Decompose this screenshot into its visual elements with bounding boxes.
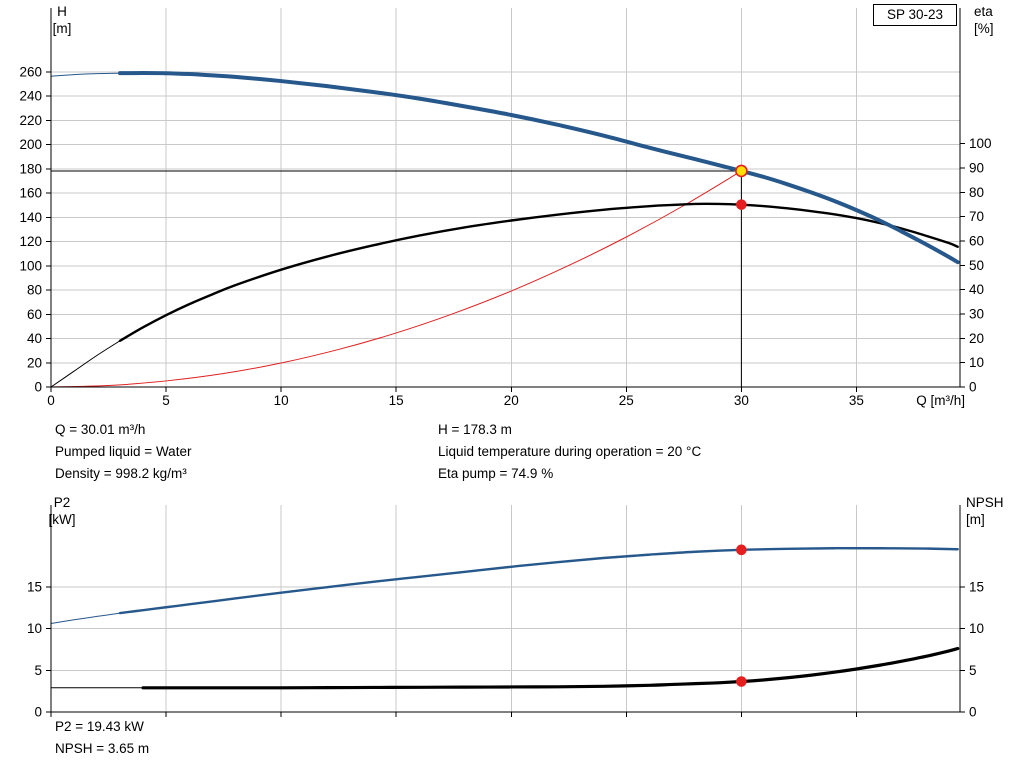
y-right-tick-label: 10	[969, 621, 984, 636]
npsh-curve	[141, 646, 960, 690]
x-tick-label: 30	[734, 393, 749, 408]
p2-curve-lead	[50, 612, 121, 625]
y-left-tick-label: 5	[34, 663, 42, 678]
x-tick-label: 5	[162, 393, 170, 408]
p2-axis-title-line2: [kW]	[48, 512, 76, 527]
y-right-tick-label: 30	[969, 306, 984, 321]
density-value: Density = 998.2 kg/m³	[55, 466, 187, 481]
duty-annotations-col2: H = 178.3 m Liquid temperature during op…	[438, 419, 701, 485]
pumped-liquid-value: Pumped liquid = Water	[55, 444, 192, 459]
liquid-temperature-value: Liquid temperature during operation = 20…	[438, 444, 702, 459]
npsh-axis-title-line2: [m]	[966, 512, 985, 527]
x-tick-label: 15	[389, 393, 404, 408]
y-right-tick-label: 15	[969, 579, 984, 594]
y-left-tick-label: 220	[19, 113, 42, 128]
y-right-tick-label: 60	[969, 233, 984, 248]
head-curve	[118, 70, 960, 265]
x-tick-label: 0	[47, 393, 55, 408]
y-right-tick-label: 40	[969, 282, 984, 297]
p2-curve	[118, 546, 959, 615]
head-axis-title: H [m]	[44, 3, 80, 37]
y-right-tick-label: 10	[969, 355, 984, 370]
y-right-tick-label: 70	[969, 209, 984, 224]
y-left-tick-label: 60	[27, 307, 42, 322]
y-left-tick-label: 260	[19, 64, 42, 79]
eta-axis-title-line2: [%]	[974, 21, 994, 36]
efficiency-curve	[118, 202, 959, 342]
y-left-tick-label: 120	[19, 234, 42, 249]
y-right-tick-label: 20	[969, 331, 984, 346]
y-left-tick-label: 160	[19, 186, 42, 201]
x-tick-label: 25	[619, 393, 634, 408]
efficiency-curve-lead	[50, 340, 121, 388]
y-right-tick-label: 5	[969, 663, 977, 678]
y-left-tick-label: 140	[19, 210, 42, 225]
x-tick-label: 35	[849, 393, 864, 408]
system-curve	[50, 170, 742, 388]
x-tick-label: 10	[274, 393, 289, 408]
head-value: H = 178.3 m	[438, 422, 512, 437]
npsh-point-marker[interactable]	[736, 676, 747, 687]
pump-model-badge: SP 30-23	[873, 4, 957, 26]
npsh-axis-title: NPSH [m]	[966, 494, 1004, 528]
eta-axis-title: eta [%]	[974, 3, 994, 37]
y-left-tick-label: 240	[19, 89, 42, 104]
head-axis-title-line2: [m]	[52, 21, 72, 36]
p2-value: P2 = 19.43 kW	[55, 719, 144, 734]
y-left-tick-label: 100	[19, 258, 42, 273]
head-axis-title-line1: H	[57, 4, 67, 19]
p2-axis-title-line1: P2	[53, 495, 71, 510]
y-left-tick-label: 10	[27, 621, 42, 636]
y-left-tick-label: 80	[27, 283, 42, 298]
x-tick-label: 20	[504, 393, 519, 408]
flow-value: Q = 30.01 m³/h	[55, 422, 146, 437]
y-left-tick-label: 200	[19, 137, 42, 152]
y-left-tick-label: 40	[27, 331, 42, 346]
efficiency-point-marker[interactable]	[736, 199, 747, 210]
npsh-value: NPSH = 3.65 m	[55, 741, 150, 756]
eta-pump-value: Eta pump = 74.9 %	[438, 466, 554, 481]
duty-point-marker[interactable]	[735, 164, 748, 178]
npsh-axis-title-line1: NPSH	[966, 495, 1004, 510]
y-left-tick-label: 180	[19, 161, 42, 176]
p2-point-marker[interactable]	[736, 544, 747, 556]
y-left-tick-label: 15	[27, 579, 42, 594]
y-left-tick-label: 0	[34, 380, 42, 395]
p2-axis-title: P2 [kW]	[42, 494, 82, 528]
y-right-tick-label: 80	[969, 185, 984, 200]
duty-annotations-col1: Q = 30.01 m³/h Pumped liquid = Water Den…	[55, 419, 191, 485]
eta-axis-title-line1: eta	[974, 4, 993, 19]
x-axis-title: Q [m³/h]	[916, 393, 965, 408]
y-left-tick-label: 0	[34, 705, 42, 720]
y-right-tick-label: 100	[969, 136, 992, 151]
power-npsh-annotations: P2 = 19.43 kW NPSH = 3.65 m	[55, 716, 149, 760]
y-right-tick-label: 50	[969, 258, 984, 273]
y-right-tick-label: 90	[969, 160, 984, 175]
head-curve-lead	[50, 72, 121, 77]
y-left-tick-label: 20	[27, 355, 42, 370]
y-right-tick-label: 0	[969, 380, 977, 395]
y-right-tick-label: 0	[969, 705, 977, 720]
